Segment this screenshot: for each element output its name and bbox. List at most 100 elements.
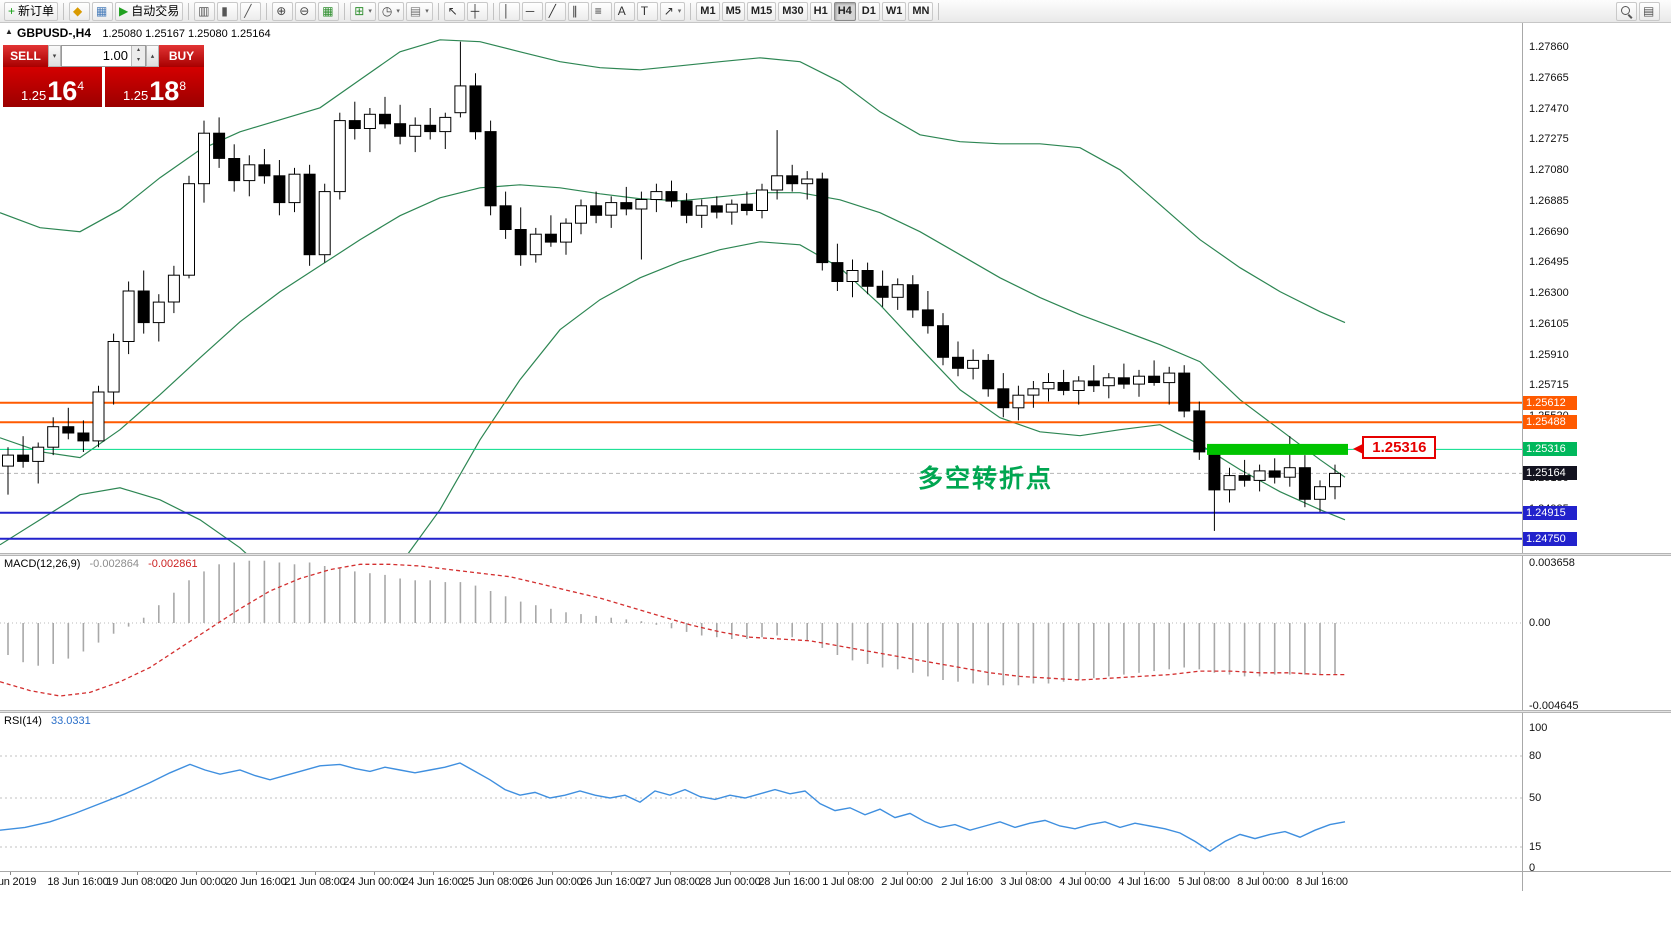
candlestick-mode-button[interactable]: ▮ [217, 1, 239, 21]
price-axis-label: 1.27665 [1529, 71, 1569, 84]
new-order-icon: + [8, 4, 16, 18]
chevron-down-icon: ▾ [677, 7, 682, 15]
price-tag-1.24915: 1.24915 [1523, 505, 1577, 520]
bollinger-upper-line [0, 39, 1346, 324]
autotrading-icon: ▶ [119, 4, 129, 18]
time-axis-label: 26 Jun 16:00 [580, 876, 642, 888]
zoom-in-icon: ⊕ [276, 4, 287, 18]
macd-histogram [7, 560, 1336, 686]
macd-canvas[interactable] [0, 556, 1522, 710]
tf-m15[interactable]: M15 [746, 1, 777, 21]
axis-separator-line [1522, 23, 1523, 891]
toolbar-group-order: + 新订单 [3, 1, 59, 21]
chevron-down-icon: ▾ [396, 7, 400, 15]
new-order-button[interactable]: + 新订单 [4, 1, 59, 21]
time-axis-label: 5 Jul 08:00 [1178, 876, 1230, 888]
rsi-canvas[interactable] [0, 713, 1522, 871]
tf-m1[interactable]: M1 [696, 1, 720, 21]
volume-up-icon[interactable]: ▴ [132, 46, 145, 56]
time-tick [493, 872, 494, 875]
bar-chart-mode-button[interactable]: ▥ [194, 1, 216, 21]
time-tick [10, 872, 11, 875]
zoom-out-button[interactable]: ⊖ [295, 1, 317, 21]
toolbar-separator [690, 2, 692, 20]
tf-m5[interactable]: M5 [721, 1, 745, 21]
tf-m30[interactable]: M30 [778, 1, 808, 21]
rsi-panel[interactable]: RSI(14) 33.0331 100 80 50 15 0 [0, 713, 1671, 874]
channel-button[interactable]: ∥ [567, 1, 589, 21]
panel-splitter[interactable] [0, 710, 1671, 713]
toolbar-separator [492, 2, 494, 20]
volume-field[interactable]: 1.00 ▴ ▾ [61, 45, 146, 67]
macd-panel[interactable]: MACD(12,26,9) -0.002864 -0.002861 0.0036… [0, 556, 1671, 712]
buy-button[interactable]: BUY [159, 45, 204, 67]
price-tag-1.25164: 1.25164 [1523, 466, 1577, 481]
tf-mn[interactable]: MN [908, 1, 934, 21]
volume-down-icon[interactable]: ▾ [132, 56, 145, 66]
cursor-button[interactable]: ↖ [443, 1, 465, 21]
toolbar-separator [437, 2, 439, 20]
search-button[interactable] [1616, 1, 1637, 21]
time-axis-label: 26 Jun 00:00 [521, 876, 583, 888]
price-tag-1.25316: 1.25316 [1523, 442, 1577, 457]
sell-dropdown-icon[interactable]: ▾ [48, 45, 61, 67]
tf-h4[interactable]: H4 [833, 1, 856, 21]
line-chart-mode-button[interactable]: ╱ [240, 1, 262, 21]
macd-signal-value: -0.002861 [148, 558, 198, 570]
zoom-in-button[interactable]: ⊕ [272, 1, 294, 21]
autotrading-button[interactable]: ▶ 自动交易 [115, 1, 184, 21]
horizontal-line-button[interactable]: ─ [521, 1, 543, 21]
panel-splitter[interactable] [0, 553, 1671, 556]
callout-arrow-icon: ◀ [1353, 440, 1363, 455]
buy-dropdown-icon[interactable]: ▴ [146, 45, 159, 67]
sell-price-button[interactable]: 1.25 16 4 [3, 67, 102, 107]
main-chart-panel[interactable]: 1.27860 1.27665 1.27470 1.27275 1.27080 1.268… [0, 23, 1671, 553]
volume-value[interactable]: 1.00 [102, 48, 128, 63]
price-axis-label: 1.27080 [1529, 164, 1569, 177]
time-axis-label: 8 Jun 2019 [0, 876, 37, 888]
time-axis-label: 4 Jul 16:00 [1118, 876, 1170, 888]
market-watch-button[interactable]: ◆ [69, 1, 91, 21]
periods-button[interactable]: ◷ ▾ [377, 1, 404, 21]
time-axis-label: 8 Jul 16:00 [1296, 876, 1348, 888]
price-tag-1.25488: 1.25488 [1523, 415, 1577, 430]
label-button[interactable]: T [636, 1, 658, 21]
bar-chart-mode-icon: ▥ [198, 4, 210, 18]
rsi-axis-label: 50 [1529, 792, 1542, 804]
chart-annotation-text: 多空转折点 [918, 465, 1054, 493]
time-tick [670, 872, 671, 875]
price-chart-canvas[interactable] [0, 23, 1522, 553]
time-tick [374, 872, 375, 875]
macd-axis-label: 0.003658 [1529, 557, 1575, 569]
buy-price-button[interactable]: 1.25 18 8 [105, 67, 204, 107]
templates-button[interactable]: ▤ ▾ [405, 1, 433, 21]
rsi-indicator-name: RSI(14) [4, 715, 42, 727]
shapes-button[interactable]: ↗ ▾ [659, 1, 686, 21]
toolbar-group-drawing: │ ─ ╱ ∥ ≡ A T ↗ ▾ [498, 1, 687, 21]
data-window-button[interactable]: ▦ [92, 1, 114, 21]
trendline-button[interactable]: ╱ [544, 1, 566, 21]
highlight-zone[interactable] [1207, 443, 1348, 455]
macd-indicator-name: MACD(12,26,9) [4, 558, 81, 570]
candles-group [2, 41, 1341, 531]
indicators-button[interactable]: ⊞ ▾ [350, 1, 376, 21]
tile-windows-button[interactable]: ▦ [318, 1, 340, 21]
crosshair-button[interactable]: ┼ [466, 1, 488, 21]
tf-w1[interactable]: W1 [881, 1, 907, 21]
volume-stepper[interactable]: ▴ ▾ [131, 46, 145, 66]
price-axis-label: 1.26105 [1529, 317, 1569, 330]
tf-h1[interactable]: H1 [809, 1, 832, 21]
time-axis-label: 20 Jun 00:00 [165, 876, 227, 888]
price-axis[interactable]: 1.27860 1.27665 1.27470 1.27275 1.27080 1.268… [1522, 23, 1671, 553]
vertical-line-button[interactable]: │ [498, 1, 520, 21]
window-list-button[interactable]: ▤ [1639, 1, 1660, 21]
tf-d1[interactable]: D1 [857, 1, 880, 21]
sell-button[interactable]: SELL [3, 45, 48, 67]
trade-panel-collapse-icon[interactable]: ▲ [5, 27, 13, 36]
trendline-icon: ╱ [548, 4, 556, 18]
fibonacci-button[interactable]: ≡ [590, 1, 612, 21]
price-axis-label: 1.26690 [1529, 225, 1569, 238]
zoom-out-icon: ⊖ [299, 4, 310, 18]
time-tick [730, 872, 731, 875]
text-button[interactable]: A [613, 1, 635, 21]
